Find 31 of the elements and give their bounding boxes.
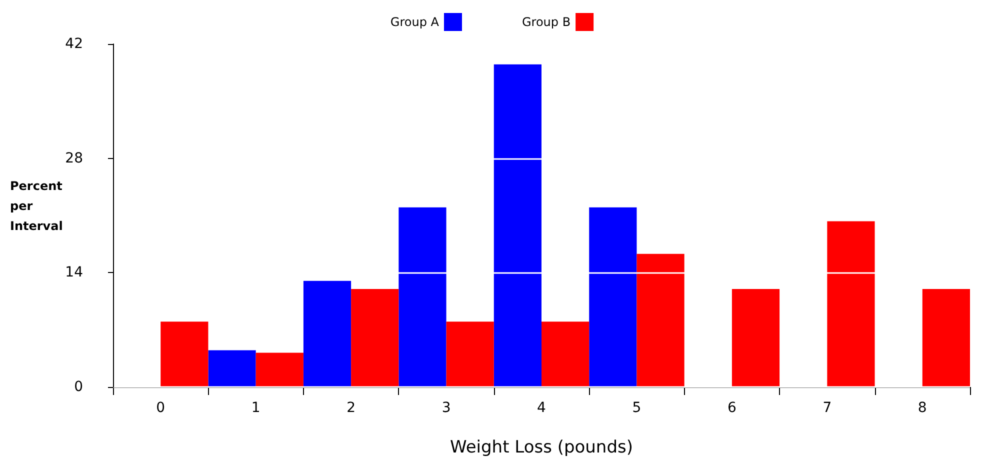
bar <box>256 352 304 387</box>
x-tick-label: 7 <box>822 400 832 416</box>
y-tick-label: 42 <box>65 36 83 52</box>
x-tick-label: 4 <box>537 400 546 416</box>
x-tick-label: 3 <box>442 400 451 416</box>
legend-label: Group A <box>390 15 440 29</box>
bar <box>398 207 446 387</box>
x-tick-label: 0 <box>156 400 166 416</box>
bar <box>208 350 256 387</box>
bar <box>160 322 208 387</box>
y-tick-label: 28 <box>65 150 83 166</box>
bar <box>351 289 399 387</box>
bar <box>922 289 970 387</box>
bar <box>589 207 637 387</box>
x-axis-title: Weight Loss (pounds) <box>450 438 633 458</box>
y-tick-label: 14 <box>65 264 84 281</box>
y-axis-title: Percent per Interval <box>10 179 63 233</box>
bar <box>494 64 542 387</box>
x-tick-label: 5 <box>632 400 642 416</box>
bar <box>636 254 684 387</box>
bar <box>446 322 494 387</box>
x-tick-label: 6 <box>727 400 736 416</box>
bar <box>827 221 875 387</box>
y-tick-label: 0 <box>74 379 83 395</box>
bar <box>303 280 352 387</box>
x-tick-label: 1 <box>251 400 260 416</box>
bar <box>542 322 590 387</box>
legend-label: Group B <box>522 15 571 29</box>
x-tick-label: 8 <box>918 400 927 416</box>
x-tick-label: 2 <box>346 400 356 416</box>
bar <box>732 289 780 387</box>
